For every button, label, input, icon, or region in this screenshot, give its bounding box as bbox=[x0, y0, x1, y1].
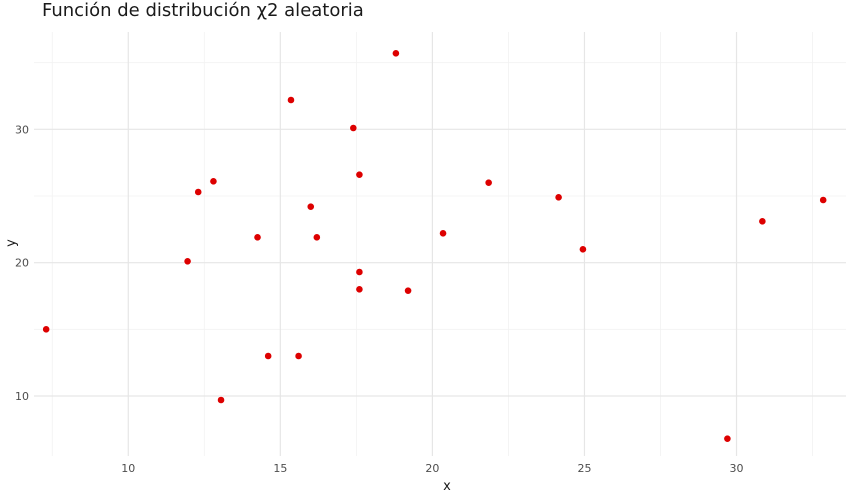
data-point bbox=[554, 193, 563, 202]
data-points bbox=[42, 49, 828, 443]
data-point bbox=[306, 202, 315, 211]
data-point bbox=[819, 196, 828, 204]
data-point bbox=[183, 257, 192, 266]
x-tick-label: 25 bbox=[577, 462, 591, 475]
x-axis-title: x bbox=[443, 479, 451, 494]
data-point bbox=[287, 96, 295, 104]
chart-title: Función de distribución χ2 aleatoria bbox=[42, 0, 364, 21]
data-point bbox=[209, 177, 218, 186]
minor-gridlines bbox=[34, 32, 846, 456]
data-point bbox=[355, 285, 364, 294]
x-tick-labels: 10 15 20 25 30 bbox=[121, 462, 743, 475]
x-tick-label: 15 bbox=[273, 462, 287, 475]
data-point bbox=[758, 217, 767, 226]
data-point bbox=[217, 396, 225, 404]
data-point bbox=[264, 352, 273, 360]
y-axis-title: y bbox=[4, 239, 19, 247]
data-point bbox=[253, 233, 262, 242]
x-tick-label: 20 bbox=[425, 462, 439, 475]
data-point bbox=[404, 286, 412, 295]
y-tick-labels: 10 20 30 bbox=[15, 123, 29, 403]
data-point bbox=[484, 178, 493, 187]
data-point bbox=[392, 49, 400, 58]
data-point bbox=[312, 233, 321, 242]
data-point bbox=[349, 124, 358, 132]
data-point bbox=[42, 325, 51, 334]
x-tick-label: 10 bbox=[121, 462, 135, 475]
data-point bbox=[294, 352, 303, 360]
data-point bbox=[723, 434, 732, 443]
data-point bbox=[439, 229, 447, 238]
data-point bbox=[355, 170, 364, 179]
y-tick-label: 20 bbox=[15, 257, 29, 270]
x-tick-label: 30 bbox=[730, 462, 744, 475]
data-point bbox=[355, 268, 364, 276]
y-tick-label: 30 bbox=[15, 123, 29, 136]
major-gridlines bbox=[34, 32, 846, 456]
data-point bbox=[579, 245, 587, 254]
y-tick-label: 10 bbox=[15, 390, 29, 403]
data-point bbox=[194, 188, 203, 196]
